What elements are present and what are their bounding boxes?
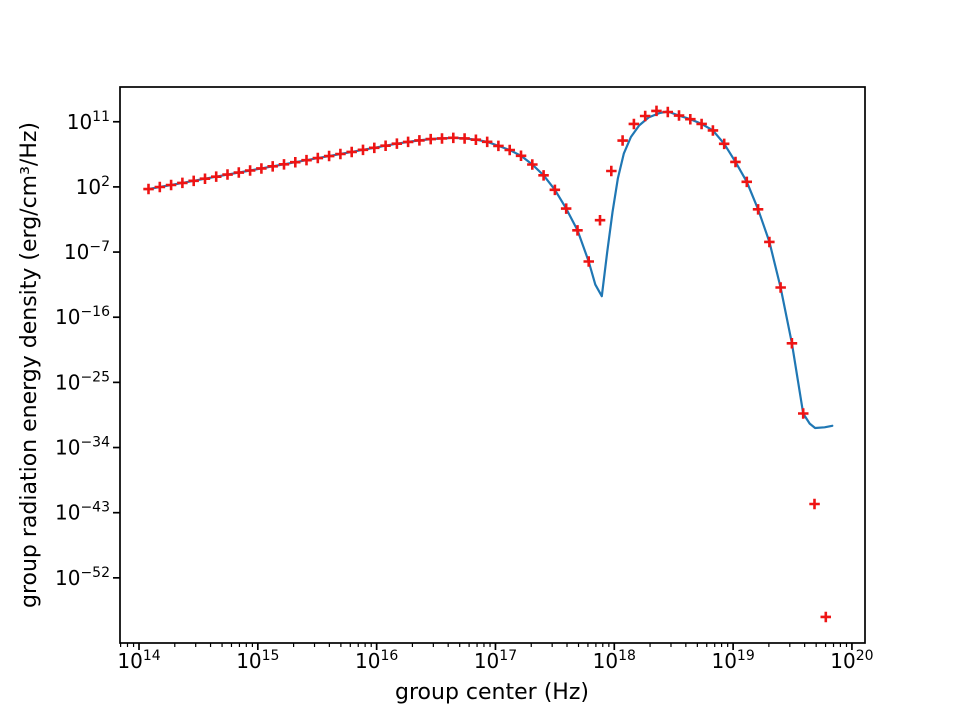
- x-tick-label: 1020: [830, 648, 873, 673]
- x-tick-label: 1014: [117, 648, 160, 673]
- x-axis-label: group center (Hz): [395, 680, 589, 705]
- y-tick-label: 10−34: [55, 435, 110, 460]
- tick-layer: 1014 1015 1016 1017 1018 1019 1020 1011 102 10−7 1…: [55, 109, 874, 673]
- group-plus-markers: [143, 105, 831, 623]
- series-layer: [143, 105, 834, 623]
- y-tick-label: 10−52: [55, 565, 110, 590]
- y-tick-label: 10−25: [55, 369, 110, 394]
- x-tick-label: 1018: [593, 648, 636, 673]
- y-tick-label: 1011: [67, 109, 110, 134]
- x-tick-label: 1017: [474, 648, 517, 673]
- axes-frame: [119, 86, 866, 644]
- y-axis-label: group radiation energy density (erg/cm³/…: [17, 122, 42, 608]
- y-tick-label: 10−16: [55, 304, 110, 329]
- x-tick-label: 1015: [236, 648, 279, 673]
- x-tick-label: 1016: [355, 648, 398, 673]
- y-tick-label: 102: [76, 174, 110, 199]
- y-tick-label: 10−43: [55, 500, 110, 525]
- x-tick-label: 1019: [711, 648, 754, 673]
- y-tick-label: 10−7: [64, 239, 110, 264]
- spectrum-line: [147, 110, 834, 430]
